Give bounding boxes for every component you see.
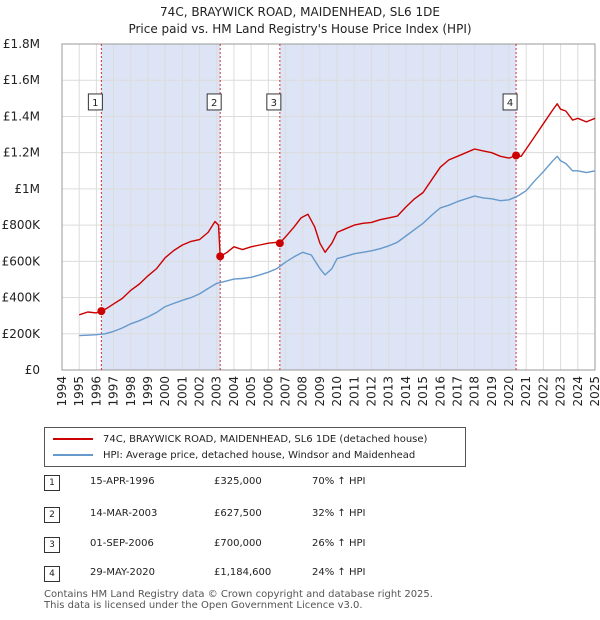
x-tick-label: 1999 bbox=[141, 376, 155, 407]
sale-date: 14-MAR-2003 bbox=[90, 508, 158, 519]
plot-frame bbox=[61, 43, 596, 371]
y-tick-label: £400K bbox=[2, 291, 42, 305]
sale-hpi: 70% ↑ HPI bbox=[312, 476, 366, 487]
sale-badge: 3 bbox=[44, 537, 60, 553]
legend-swatch-property bbox=[53, 438, 93, 440]
x-tick-label: 2008 bbox=[296, 376, 310, 407]
x-tick-label: 2012 bbox=[364, 376, 378, 407]
footer: Contains HM Land Registry data © Crown c… bbox=[44, 589, 433, 611]
x-tick-label: 2020 bbox=[502, 376, 516, 407]
x-tick-label: 2018 bbox=[468, 376, 482, 407]
y-tick-label: £1.6M bbox=[3, 73, 40, 87]
legend-label-property: 74C, BRAYWICK ROAD, MAIDENHEAD, SL6 1DE … bbox=[103, 433, 428, 445]
y-tick-label: £1.4M bbox=[3, 109, 40, 123]
legend: 74C, BRAYWICK ROAD, MAIDENHEAD, SL6 1DE … bbox=[44, 427, 466, 467]
legend-item-hpi: HPI: Average price, detached house, Wind… bbox=[53, 448, 415, 462]
sale-point bbox=[275, 239, 284, 248]
x-tick-label: 2011 bbox=[347, 376, 361, 407]
sale-price: £1,184,600 bbox=[214, 567, 272, 578]
sale-badge: 2 bbox=[44, 507, 60, 523]
footer-line2: This data is licensed under the Open Gov… bbox=[44, 600, 363, 611]
sale-badge: 1 bbox=[44, 475, 60, 491]
x-tick-label: 2002 bbox=[193, 376, 207, 407]
sale-badge: 4 bbox=[44, 566, 60, 582]
sale-date: 01-SEP-2006 bbox=[90, 538, 154, 549]
y-tick-label: £800K bbox=[2, 218, 42, 232]
x-tick-label: 1996 bbox=[89, 376, 103, 407]
sale-point bbox=[97, 307, 106, 316]
sale-number-label: 4 bbox=[507, 98, 513, 109]
x-tick-label: 2022 bbox=[536, 376, 550, 407]
sale-point bbox=[216, 252, 225, 261]
sale-price: £700,000 bbox=[214, 538, 262, 549]
y-tick-label: £200K bbox=[2, 327, 42, 341]
legend-swatch-hpi bbox=[53, 454, 93, 456]
sale-price: £627,500 bbox=[214, 508, 262, 519]
shaded-period bbox=[279, 44, 517, 370]
legend-label-hpi: HPI: Average price, detached house, Wind… bbox=[103, 449, 416, 461]
y-tick-label: £0 bbox=[25, 363, 40, 377]
x-tick-label: 2010 bbox=[330, 376, 344, 407]
sale-number-box bbox=[502, 93, 518, 111]
sale-date: 29-MAY-2020 bbox=[90, 567, 156, 578]
sale-number-box bbox=[266, 93, 282, 111]
sale-point bbox=[512, 151, 521, 160]
shaded-period bbox=[101, 44, 221, 370]
x-tick-label: 1997 bbox=[107, 376, 121, 407]
y-tick-label: £1M bbox=[14, 182, 40, 196]
sale-number-label: 1 bbox=[92, 98, 98, 109]
x-tick-label: 2007 bbox=[279, 376, 293, 407]
chart-title-line1: 74C, BRAYWICK ROAD, MAIDENHEAD, SL6 1DE bbox=[160, 5, 440, 19]
sale-number-box bbox=[206, 93, 222, 111]
x-tick-label: 2000 bbox=[158, 376, 172, 407]
sale-date: 15-APR-1996 bbox=[90, 476, 155, 487]
price-chart: £0 £200K £400K £600K £800K £1M £1.2M £1.4M £1.6M… bbox=[2, 37, 600, 407]
y-tick-label: £1.8M bbox=[3, 37, 40, 51]
x-tick-label: 2001 bbox=[175, 376, 189, 407]
x-tick-label: 2019 bbox=[485, 376, 499, 407]
x-tick-label: 2023 bbox=[554, 376, 568, 407]
x-tick-label: 2016 bbox=[433, 376, 447, 407]
x-tick-label: 2013 bbox=[382, 376, 396, 407]
x-tick-label: 2006 bbox=[261, 376, 275, 407]
x-tick-label: 1998 bbox=[124, 376, 138, 407]
x-tick-label: 2024 bbox=[571, 376, 585, 407]
series-line-hpi bbox=[79, 155, 596, 337]
x-tick-label: 2017 bbox=[450, 376, 464, 407]
y-tick-label: £1.2M bbox=[3, 146, 40, 160]
sale-hpi: 26% ↑ HPI bbox=[312, 538, 366, 549]
footer-line1: Contains HM Land Registry data © Crown c… bbox=[44, 589, 433, 600]
x-tick-label: 2003 bbox=[210, 376, 224, 407]
legend-item-property: 74C, BRAYWICK ROAD, MAIDENHEAD, SL6 1DE … bbox=[53, 432, 427, 446]
x-tick-label: 1994 bbox=[55, 376, 69, 407]
sale-hpi: 32% ↑ HPI bbox=[312, 508, 366, 519]
sale-price: £325,000 bbox=[214, 476, 262, 487]
x-tick-label: 2015 bbox=[416, 376, 430, 407]
sale-number-label: 3 bbox=[271, 98, 277, 109]
x-tick-label: 2004 bbox=[227, 376, 241, 407]
x-tick-label: 2005 bbox=[244, 376, 258, 407]
x-tick-label: 2025 bbox=[588, 376, 600, 407]
x-tick-label: 1995 bbox=[72, 376, 86, 407]
sale-hpi: 24% ↑ HPI bbox=[312, 567, 366, 578]
chart-title-line2: Price paid vs. HM Land Registry's House … bbox=[128, 22, 472, 36]
sale-number-label: 2 bbox=[211, 98, 217, 109]
y-tick-label: £600K bbox=[2, 254, 42, 268]
x-tick-label: 2014 bbox=[399, 376, 413, 407]
x-tick-label: 2021 bbox=[519, 376, 533, 407]
sale-number-box bbox=[87, 93, 103, 111]
x-tick-label: 2009 bbox=[313, 376, 327, 407]
